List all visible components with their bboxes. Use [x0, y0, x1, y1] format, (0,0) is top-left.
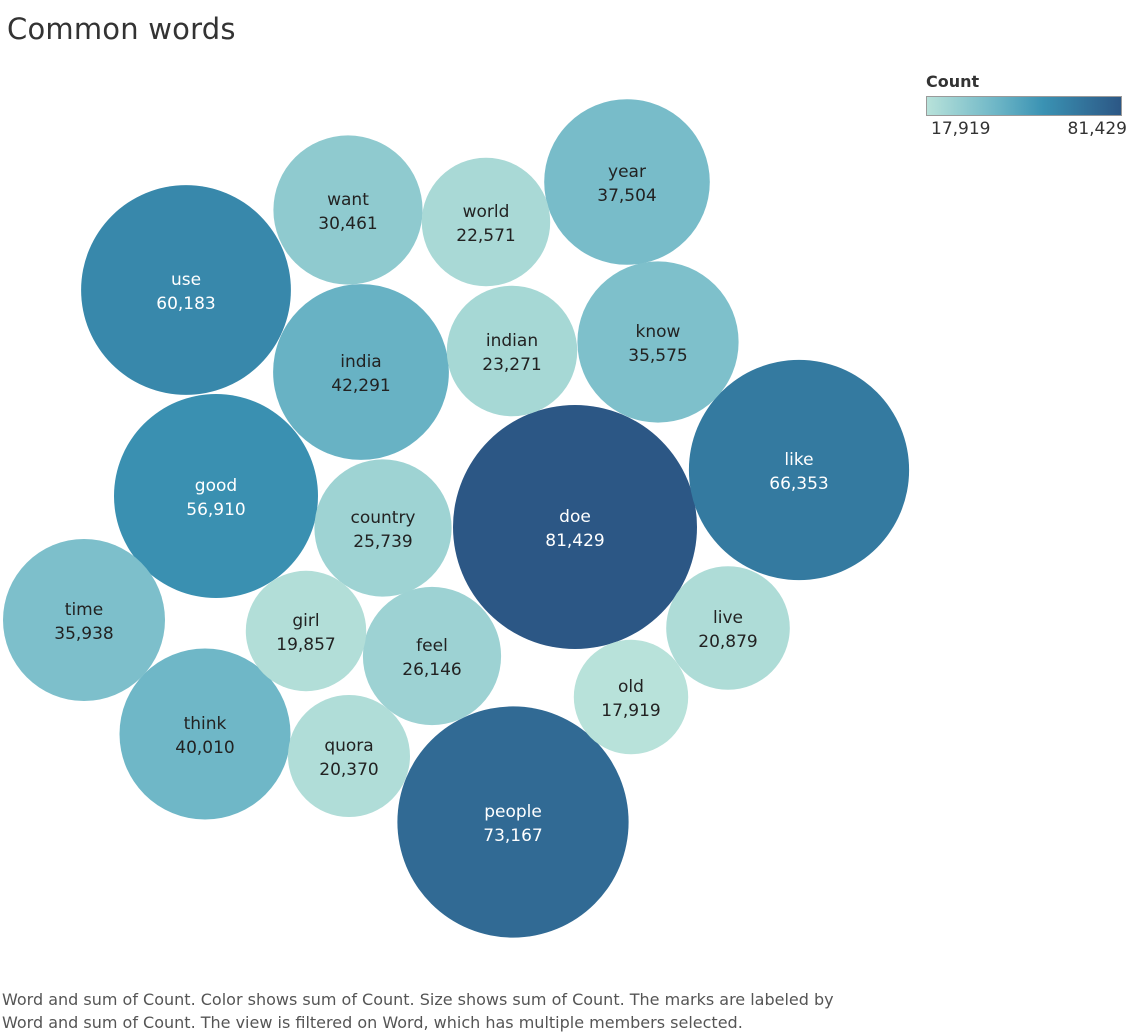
- legend-min-label: 17,919: [931, 119, 991, 139]
- bubble-mark-country[interactable]: [314, 459, 452, 597]
- bubble-quora[interactable]: quora 20,370: [288, 695, 410, 817]
- bubble-world[interactable]: world 22,571: [421, 157, 551, 287]
- bubble-count-label: 66,353: [769, 474, 828, 494]
- bubble-want[interactable]: want 30,461: [273, 135, 423, 285]
- bubble-doe[interactable]: doe 81,429: [453, 405, 697, 649]
- bubble-like[interactable]: like 66,353: [688, 359, 910, 581]
- bubble-count-label: 26,146: [402, 660, 461, 680]
- bubble-word-label: use: [171, 270, 201, 290]
- bubble-good[interactable]: good 56,910: [114, 394, 318, 598]
- bubble-count-label: 20,879: [698, 632, 757, 652]
- bubble-mark-know[interactable]: [577, 261, 739, 423]
- legend-max-label: 81,429: [1067, 119, 1127, 139]
- chart-title: Common words: [7, 12, 236, 46]
- caption-line-2: Word and sum of Count. The view is filte…: [2, 1013, 743, 1032]
- bubble-word-label: want: [327, 190, 369, 210]
- bubble-word-label: india: [340, 352, 381, 372]
- bubble-mark-feel[interactable]: [362, 586, 502, 726]
- bubble-count-label: 23,271: [482, 355, 541, 375]
- bubble-count-label: 42,291: [331, 376, 390, 396]
- bubble-mark-doe[interactable]: [453, 405, 697, 649]
- bubble-count-label: 40,010: [175, 738, 234, 758]
- bubble-word-label: girl: [292, 611, 319, 631]
- bubble-word-label: indian: [486, 331, 538, 351]
- bubble-mark-girl[interactable]: [245, 570, 367, 692]
- bubble-year[interactable]: year 37,504: [544, 99, 710, 265]
- bubble-word-label: time: [65, 600, 103, 620]
- bubble-use[interactable]: use 60,183: [81, 185, 291, 395]
- bubble-mark-india[interactable]: [273, 284, 449, 460]
- bubble-think[interactable]: think 40,010: [119, 648, 291, 820]
- bubble-word-label: year: [608, 162, 646, 182]
- bubble-mark-year[interactable]: [544, 99, 710, 265]
- bubble-word-label: think: [184, 714, 227, 734]
- bubble-word-label: old: [618, 677, 644, 697]
- bubble-word-label: quora: [324, 736, 373, 756]
- bubble-mark-quora[interactable]: [288, 695, 410, 817]
- bubble-mark-people[interactable]: [397, 706, 629, 938]
- bubble-mark-world[interactable]: [421, 157, 551, 287]
- bubble-word-label: know: [636, 322, 681, 342]
- bubble-old[interactable]: old 17,919: [573, 639, 689, 755]
- chart-caption: Word and sum of Count. Color shows sum o…: [2, 988, 902, 1034]
- bubble-mark-live[interactable]: [666, 566, 790, 690]
- bubble-word-label: doe: [559, 507, 591, 527]
- bubble-time[interactable]: time 35,938: [3, 539, 165, 701]
- bubble-mark-want[interactable]: [273, 135, 423, 285]
- color-legend: Count 17,919 81,429: [926, 72, 1130, 143]
- bubble-know[interactable]: know 35,575: [577, 261, 739, 423]
- bubble-country[interactable]: country 25,739: [314, 459, 452, 597]
- bubble-count-label: 37,504: [597, 186, 656, 206]
- bubble-mark-time[interactable]: [3, 539, 165, 701]
- bubble-india[interactable]: india 42,291: [273, 284, 449, 460]
- bubble-mark-think[interactable]: [119, 648, 291, 820]
- bubble-word-label: live: [713, 608, 743, 628]
- bubble-count-label: 81,429: [545, 531, 604, 551]
- bubble-count-label: 73,167: [483, 826, 542, 846]
- legend-ticks: 17,919 81,429: [926, 119, 1130, 143]
- bubble-mark-good[interactable]: [114, 394, 318, 598]
- bubble-girl[interactable]: girl 19,857: [245, 570, 367, 692]
- bubble-word-label: feel: [416, 636, 448, 656]
- bubble-count-label: 60,183: [156, 294, 215, 314]
- bubble-word-label: world: [463, 202, 510, 222]
- bubble-live[interactable]: live 20,879: [666, 566, 790, 690]
- legend-gradient-bar: [926, 96, 1122, 116]
- bubble-word-label: good: [195, 476, 237, 496]
- bubble-count-label: 20,370: [319, 760, 378, 780]
- bubble-count-label: 17,919: [601, 701, 660, 721]
- bubble-word-label: like: [784, 450, 813, 470]
- bubble-count-label: 22,571: [456, 226, 515, 246]
- bubble-count-label: 19,857: [276, 635, 335, 655]
- bubble-mark-use[interactable]: [81, 185, 291, 395]
- bubble-indian[interactable]: indian 23,271: [446, 285, 578, 417]
- bubble-count-label: 25,739: [353, 532, 412, 552]
- bubble-people[interactable]: people 73,167: [397, 706, 629, 938]
- bubble-word-label: country: [350, 508, 415, 528]
- bubble-feel[interactable]: feel 26,146: [362, 586, 502, 726]
- legend-title: Count: [926, 72, 980, 91]
- bubble-count-label: 35,575: [628, 346, 687, 366]
- bubble-mark-like[interactable]: [688, 359, 910, 581]
- bubble-word-label: people: [484, 802, 542, 822]
- bubble-count-label: 30,461: [318, 214, 377, 234]
- bubble-mark-old[interactable]: [573, 639, 689, 755]
- bubble-count-label: 56,910: [186, 500, 245, 520]
- bubble-count-label: 35,938: [54, 624, 113, 644]
- bubble-mark-indian[interactable]: [446, 285, 578, 417]
- caption-line-1: Word and sum of Count. Color shows sum o…: [2, 990, 834, 1009]
